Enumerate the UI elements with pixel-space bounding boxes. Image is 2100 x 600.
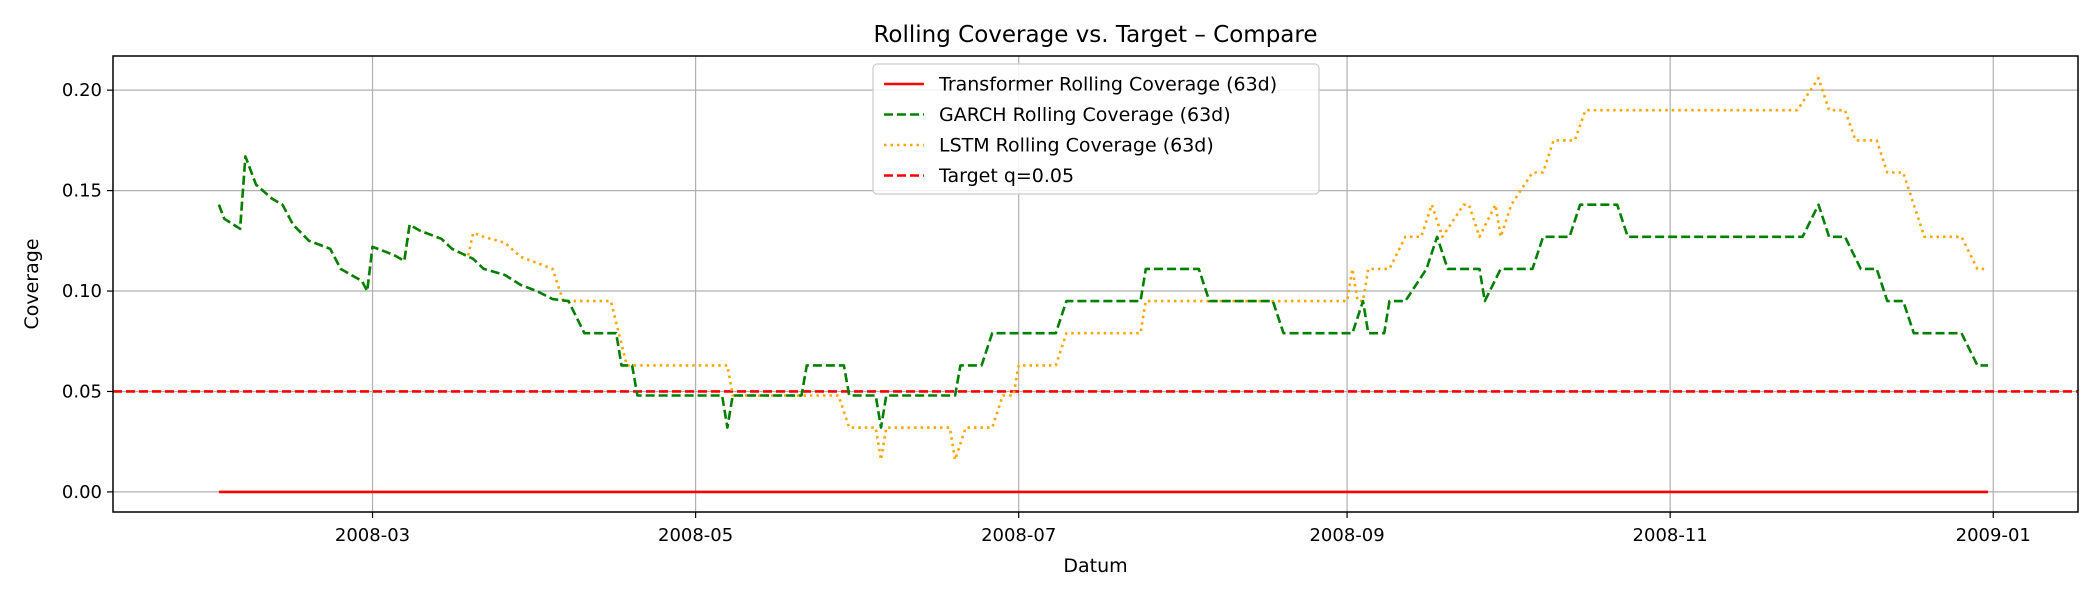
y-tick-label: 0.00 xyxy=(62,482,102,503)
x-tick-label: 2008-05 xyxy=(658,525,733,546)
legend-label: GARCH Rolling Coverage (63d) xyxy=(939,104,1231,126)
legend-label: Target q=0.05 xyxy=(938,165,1074,187)
x-tick-label: 2008-09 xyxy=(1309,525,1384,546)
x-tick-label: 2009-01 xyxy=(1956,525,2031,546)
chart-title: Rolling Coverage vs. Target – Compare xyxy=(873,22,1317,48)
legend: Transformer Rolling Coverage (63d) GARCH … xyxy=(872,63,1320,195)
legend-box xyxy=(872,63,1320,195)
x-tick-label: 2008-11 xyxy=(1633,525,1708,546)
plot-frame xyxy=(112,55,2079,513)
plot-lines xyxy=(113,76,2078,494)
y-tick-label: 0.15 xyxy=(62,181,102,202)
y-tick-label: 0.20 xyxy=(62,80,102,101)
x-axis-label: Datum xyxy=(1063,555,1127,577)
y-tick-label: 0.10 xyxy=(62,281,102,302)
y-axis: 0.00 0.05 0.10 0.15 0.20 xyxy=(62,80,113,503)
x-tick-label: 2008-03 xyxy=(335,525,410,546)
legend-label: Transformer Rolling Coverage (63d) xyxy=(938,74,1277,96)
y-tick-label: 0.05 xyxy=(62,381,102,402)
y-axis-label: Coverage xyxy=(21,238,43,329)
legend-label: LSTM Rolling Coverage (63d) xyxy=(939,135,1214,157)
series-line-1 xyxy=(217,155,1988,429)
x-axis: 2008-03 2008-05 2008-07 2008-09 2008-11 2009-… xyxy=(335,512,2031,546)
x-tick-label: 2008-07 xyxy=(981,525,1056,546)
